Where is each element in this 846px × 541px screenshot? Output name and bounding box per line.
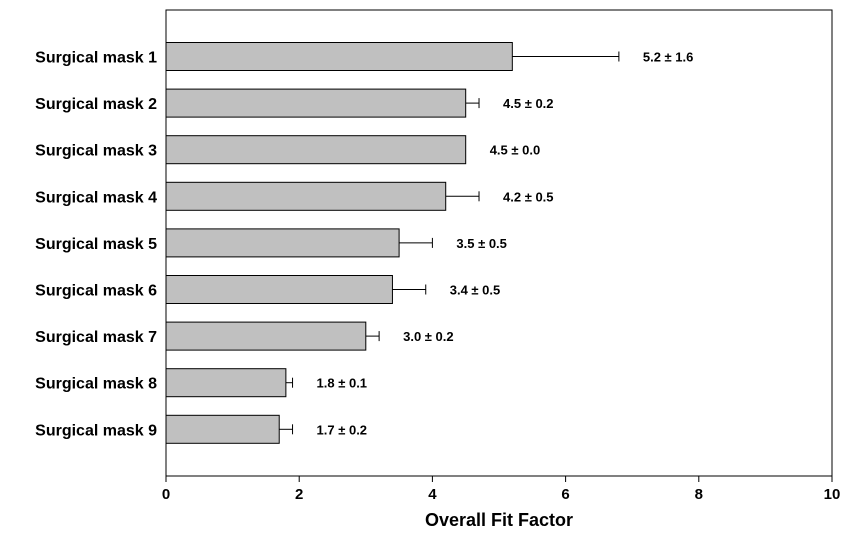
plot-frame (165, 9, 833, 477)
category-label: Surgical mask 8 (35, 376, 157, 393)
category-label: Surgical mask 9 (35, 422, 157, 439)
bar (165, 88, 467, 118)
data-labels-layer: 5.2 ± 1.6 4.5 ± 0.2 4.5 ± 0.0 4.2 ± 0.5 3.5 … (317, 50, 694, 438)
x-tick-label: 0 (162, 486, 170, 503)
data-label: 3.0 ± 0.2 (403, 329, 454, 344)
category-label: Surgical mask 1 (35, 50, 157, 67)
data-label: 1.8 ± 0.1 (317, 376, 368, 391)
bar (165, 135, 467, 165)
bar (165, 275, 393, 304)
error-bars-layer (279, 51, 620, 435)
data-label: 4.5 ± 0.0 (490, 143, 541, 158)
category-label: Surgical mask 4 (35, 189, 157, 206)
category-label: Surgical mask 6 (35, 283, 157, 300)
category-labels-layer: Surgical mask 1 Surgical mask 2 Surgical m… (35, 50, 157, 440)
x-tick-label: 8 (695, 486, 703, 503)
bar (165, 368, 287, 398)
category-label: Surgical mask 7 (35, 329, 157, 346)
x-axis-title: Overall Fit Factor (425, 510, 573, 530)
data-label: 4.5 ± 0.2 (503, 96, 554, 111)
data-label: 5.2 ± 1.6 (643, 50, 694, 65)
data-label: 1.7 ± 0.2 (317, 422, 368, 437)
category-label: Surgical mask 2 (35, 96, 157, 113)
data-label: 4.2 ± 0.5 (503, 189, 554, 204)
category-label: Surgical mask 5 (35, 236, 157, 253)
bar (165, 414, 280, 444)
bar (165, 321, 367, 351)
x-tick-label: 6 (561, 486, 569, 503)
x-axis: 0 2 4 6 8 10 (162, 476, 841, 503)
x-tick-label: 2 (295, 486, 303, 503)
bar (165, 228, 400, 258)
category-label: Surgical mask 3 (35, 143, 157, 160)
x-tick-label: 4 (428, 486, 437, 503)
bars-layer (165, 42, 513, 444)
bar (165, 181, 447, 211)
x-tick-label: 10 (824, 486, 841, 503)
bar (165, 42, 513, 71)
data-label: 3.4 ± 0.5 (450, 283, 501, 298)
data-label: 3.5 ± 0.5 (456, 236, 507, 251)
